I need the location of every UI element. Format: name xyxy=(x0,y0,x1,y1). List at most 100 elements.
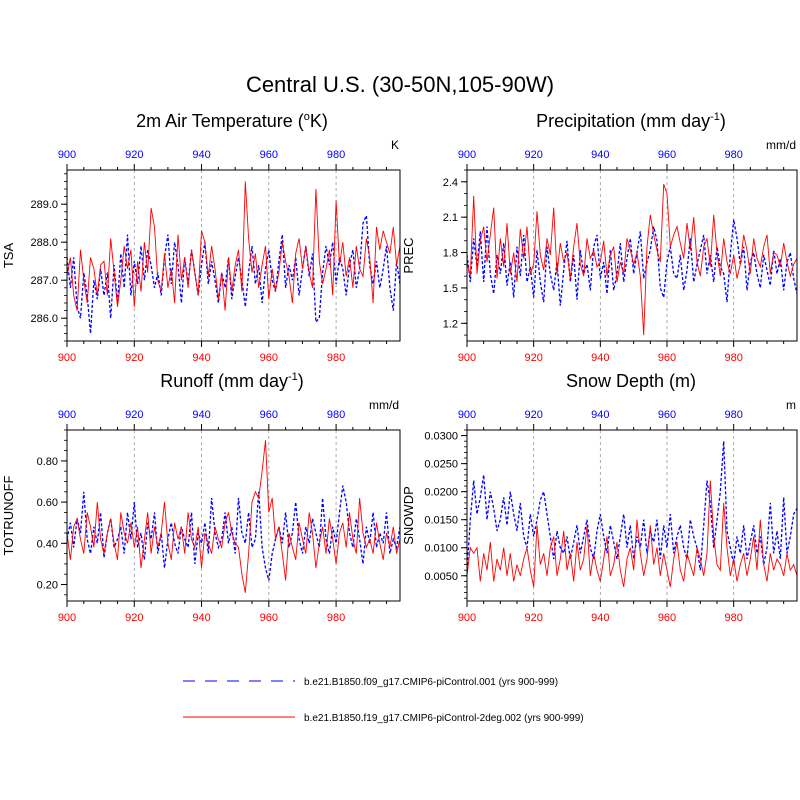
panel-prec: Precipitation (mm day-1) mm/d PREC 900 920 94… xyxy=(401,111,798,364)
y-tick-label: 0.20 xyxy=(37,580,58,592)
series-line-red xyxy=(67,440,400,593)
y-tick-label: 1.5 xyxy=(443,283,458,295)
x-tick-label-bottom: 980 xyxy=(724,352,742,364)
x-tick-label-top: 940 xyxy=(192,409,210,421)
x-tick-label-bottom: 960 xyxy=(260,612,278,624)
x-tick-label-bottom: 900 xyxy=(458,612,476,624)
series-line-red xyxy=(467,184,797,336)
legend-label: b.e21.B1850.f19_g17.CMIP6-piControl-2deg… xyxy=(304,713,584,724)
x-tick-label-bottom: 960 xyxy=(658,352,676,364)
x-tick-label-bottom: 940 xyxy=(591,352,609,364)
x-tick-label-top: 960 xyxy=(658,149,676,161)
y-tick-label: 286.0 xyxy=(30,313,58,325)
x-tick-label-top: 980 xyxy=(724,149,742,161)
panel-title-end: ) xyxy=(298,371,304,391)
panel-tsa: 2m Air Temperature (oK) K TSA 900 920 940 960 9… xyxy=(1,111,401,364)
panel-title: Runoff (mm day-1) xyxy=(160,371,304,391)
panel-title: Precipitation (mm day-1) xyxy=(536,111,726,131)
x-tick-label-top: 940 xyxy=(591,149,609,161)
legend: b.e21.B1850.f09_g17.CMIP6-piControl.001 … xyxy=(183,677,584,724)
unit-label: m xyxy=(786,398,796,412)
y-tick-label: 0.0150 xyxy=(424,515,458,527)
x-tick-label-top: 920 xyxy=(524,149,542,161)
y-tick-label: 0.40 xyxy=(37,538,58,550)
series-line-blue xyxy=(467,219,797,306)
x-tick-label-bottom: 920 xyxy=(125,612,143,624)
series-line-blue xyxy=(67,485,400,581)
plot-frame xyxy=(466,429,798,602)
panel-title-main: 2m Air Temperature ( xyxy=(136,111,304,131)
unit-label: mm/d xyxy=(766,138,796,152)
panel-title-sup: o xyxy=(304,111,310,123)
panel-snowdp: Snow Depth (m) m SNOWDP 900 920 940 960 980 900 9… xyxy=(401,371,798,624)
x-tick-label-bottom: 980 xyxy=(327,612,345,624)
series-line-blue xyxy=(467,441,797,571)
x-tick-label-top: 900 xyxy=(58,409,76,421)
x-tick-label-bottom: 940 xyxy=(591,612,609,624)
x-tick-label-top: 900 xyxy=(458,409,476,421)
panel-title: Snow Depth (m) xyxy=(566,371,696,391)
x-tick-label-bottom: 920 xyxy=(524,612,542,624)
x-tick-label-top: 900 xyxy=(58,149,76,161)
y-tick-label: 0.0100 xyxy=(424,543,458,555)
x-tick-label-top: 960 xyxy=(658,409,676,421)
x-tick-label-bottom: 960 xyxy=(658,612,676,624)
x-tick-label-bottom: 960 xyxy=(260,352,278,364)
x-tick-label-bottom: 900 xyxy=(458,352,476,364)
x-tick-label-bottom: 920 xyxy=(524,352,542,364)
y-tick-label: 1.2 xyxy=(443,318,458,330)
y-axis-label: TSA xyxy=(1,243,16,269)
panel-title-sup: -1 xyxy=(710,111,720,123)
y-tick-label: 0.60 xyxy=(37,497,58,509)
x-tick-label-top: 940 xyxy=(192,149,210,161)
y-axis-label: TOTRUNOFF xyxy=(1,475,16,555)
panel-totrunoff: Runoff (mm day-1) mm/d TOTRUNOFF 900 920 940 9… xyxy=(1,371,401,624)
y-tick-label: 0.80 xyxy=(37,456,58,468)
x-tick-label-top: 980 xyxy=(327,149,345,161)
panel-title: 2m Air Temperature (oK) xyxy=(136,111,328,131)
plot-frame xyxy=(66,429,401,602)
panel-title-sup: -1 xyxy=(288,371,298,383)
y-tick-label: 0.0050 xyxy=(424,571,458,583)
x-tick-label-bottom: 980 xyxy=(327,352,345,364)
panel-title-end: K) xyxy=(310,111,328,131)
series-line-red xyxy=(67,181,400,311)
y-tick-label: 2.1 xyxy=(443,212,458,224)
y-tick-label: 1.8 xyxy=(443,248,458,260)
x-tick-label-bottom: 940 xyxy=(192,352,210,364)
figure-title: Central U.S. (30-50N,105-90W) xyxy=(246,72,554,97)
x-tick-label-top: 980 xyxy=(327,409,345,421)
plot-frame xyxy=(66,169,401,342)
x-tick-label-top: 960 xyxy=(260,409,278,421)
x-tick-label-bottom: 940 xyxy=(192,612,210,624)
panels: 2m Air Temperature (oK) K TSA 900 920 940 960 9… xyxy=(1,111,798,624)
x-tick-label-top: 940 xyxy=(591,409,609,421)
x-tick-label-top: 920 xyxy=(524,409,542,421)
y-tick-label: 288.0 xyxy=(30,237,58,249)
x-tick-label-bottom: 980 xyxy=(724,612,742,624)
unit-label: K xyxy=(391,138,399,152)
panel-title-end: ) xyxy=(720,111,726,131)
x-tick-label-top: 980 xyxy=(724,409,742,421)
x-tick-label-top: 920 xyxy=(125,409,143,421)
y-axis-label: SNOWDP xyxy=(401,486,416,545)
y-tick-label: 289.0 xyxy=(30,199,58,211)
unit-label: mm/d xyxy=(369,398,399,412)
x-tick-label-top: 960 xyxy=(260,149,278,161)
x-tick-label-bottom: 920 xyxy=(125,352,143,364)
panel-title-main: Snow Depth (m) xyxy=(566,371,696,391)
x-tick-label-bottom: 900 xyxy=(58,352,76,364)
x-tick-label-bottom: 900 xyxy=(58,612,76,624)
y-tick-label: 0.0300 xyxy=(424,431,458,443)
y-tick-label: 2.4 xyxy=(443,177,458,189)
y-axis-label: PREC xyxy=(401,237,416,273)
y-tick-label: 287.0 xyxy=(30,275,58,287)
series-line-blue xyxy=(67,215,400,334)
legend-label: b.e21.B1850.f09_g17.CMIP6-piControl.001 … xyxy=(304,677,558,688)
y-tick-label: 0.0250 xyxy=(424,459,458,471)
x-tick-label-top: 920 xyxy=(125,149,143,161)
plot-frame xyxy=(466,169,798,342)
x-tick-label-top: 900 xyxy=(458,149,476,161)
panel-title-main: Runoff (mm day xyxy=(160,371,288,391)
